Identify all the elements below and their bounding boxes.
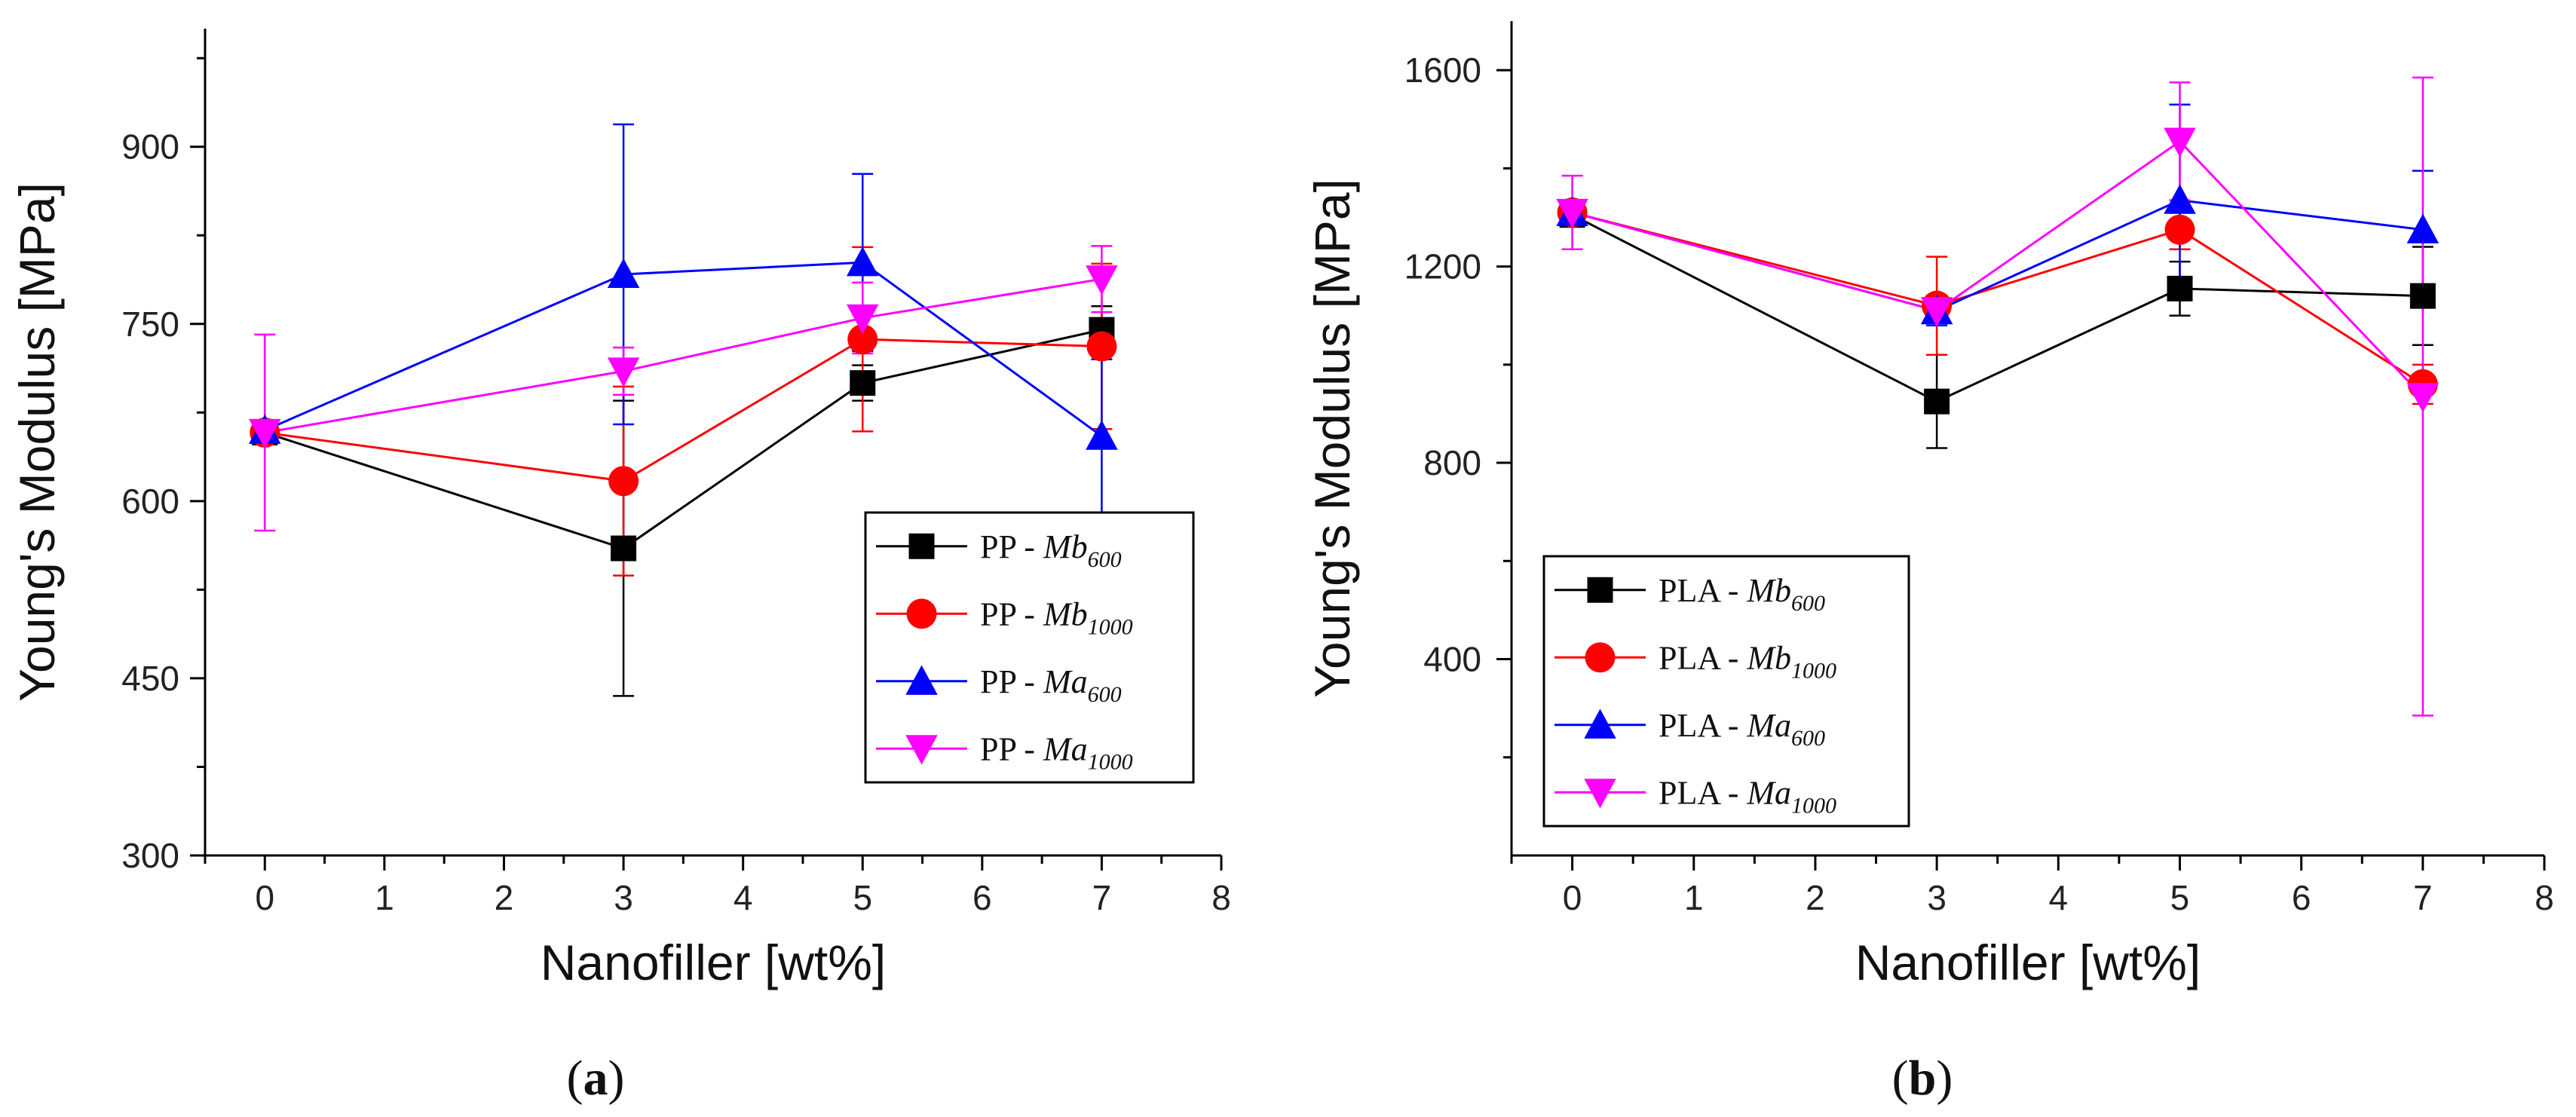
x-axis-title: Nanofiller [wt%]	[1855, 935, 2201, 990]
legend-marker	[906, 598, 937, 629]
x-tick-label: 3	[614, 878, 633, 917]
data-point	[611, 535, 637, 562]
x-tick-label: 6	[973, 878, 992, 917]
series-line	[1571, 213, 2423, 403]
legend-marker	[905, 665, 938, 695]
legend-label: PLA - Ma600	[1659, 707, 1825, 751]
legend-label: PLA - Mb1000	[1659, 639, 1836, 683]
data-point	[1086, 420, 1118, 450]
legend: PP - Mb600 PP - Mb1000 PP - Ma600 PP - Ma10…	[864, 511, 1195, 784]
series-line	[1572, 211, 2424, 386]
legend-marker	[908, 533, 935, 559]
y-tick-label: 800	[1423, 443, 1481, 482]
y-tick-label: 450	[121, 659, 179, 698]
data-point	[1924, 388, 1950, 415]
data-point	[1086, 331, 1117, 362]
chart-panel-b: 0 1 2 3 4 5 6 7 8 400 800 1200 1600 Nanofiller [wt%] Y…	[1304, 21, 2554, 1106]
data-point	[608, 466, 639, 497]
data-point	[607, 357, 640, 387]
x-tick-label: 5	[2170, 878, 2190, 917]
y-tick-label: 1200	[1404, 247, 1481, 286]
x-tick-label: 7	[1092, 878, 1112, 917]
chart-panel-a: 0 1 2 3 4 5 6 7 8 300 450 600 750 900 Nanofiller [wt%]…	[9, 29, 1231, 1106]
x-tick-label: 0	[255, 878, 274, 917]
series-line	[1572, 139, 2424, 398]
data-point	[2406, 213, 2440, 243]
series-line	[264, 329, 1102, 550]
legend: PLA - Mb600 PLA - Mb1000 PLA - Ma600 PLA - …	[1542, 555, 1910, 828]
data-point	[846, 304, 879, 335]
legend-marker	[1587, 577, 1613, 603]
series-line	[1572, 199, 2424, 312]
y-tick-label: 900	[121, 127, 179, 167]
x-tick-label: 1	[1684, 878, 1704, 917]
series-3	[254, 245, 1113, 532]
panel-caption: (a)	[567, 1051, 625, 1106]
x-tick-label: 6	[2292, 878, 2311, 917]
data-point	[2409, 283, 2436, 309]
data-point	[2164, 184, 2196, 214]
y-tick-label: 600	[121, 482, 179, 521]
legend-label: PLA - Mb600	[1659, 572, 1825, 616]
series-line	[264, 261, 1103, 437]
data-point	[1920, 297, 1953, 327]
x-tick-label: 8	[2535, 878, 2554, 917]
x-tick-label: 0	[1563, 878, 1582, 917]
series-2	[264, 123, 1113, 514]
x-tick-label: 2	[495, 878, 514, 917]
legend-marker	[1585, 642, 1616, 673]
panel-caption: (b)	[1892, 1051, 1953, 1106]
x-tick-label: 4	[734, 878, 753, 917]
series-line	[265, 277, 1102, 434]
x-tick-label: 4	[2048, 878, 2068, 917]
data-point	[1086, 265, 1118, 295]
legend-marker	[1584, 779, 1616, 809]
x-tick-label: 1	[375, 878, 394, 917]
data-point	[1556, 198, 1588, 229]
y-tick-label: 400	[1423, 640, 1481, 679]
y-tick-label: 300	[121, 836, 179, 875]
y-axis-title: Young's Modulus [MPa]	[9, 182, 65, 702]
legend-label: PP - Ma1000	[980, 730, 1133, 774]
data-point	[847, 324, 878, 355]
data-point	[850, 370, 876, 396]
data-point	[2164, 127, 2196, 158]
y-tick-label: 1600	[1404, 50, 1481, 90]
data-point	[2164, 214, 2195, 245]
data-point	[249, 418, 281, 449]
x-tick-label: 7	[2413, 878, 2433, 917]
y-tick-label: 750	[121, 304, 179, 344]
x-axis-title: Nanofiller [wt%]	[541, 935, 887, 990]
series-markers-1	[1557, 197, 2438, 399]
legend-label: PP - Mb600	[980, 528, 1122, 572]
series-markers-3	[1556, 127, 2440, 413]
data-point	[2167, 275, 2193, 301]
series-markers-3	[249, 265, 1118, 449]
data-point	[607, 258, 640, 289]
legend-marker	[905, 735, 938, 765]
x-tick-label: 2	[1806, 878, 1825, 917]
series-markers-2	[1556, 184, 2440, 325]
legend-label: PP - Ma600	[980, 663, 1122, 707]
series-markers-2	[249, 246, 1118, 450]
series-line	[265, 338, 1102, 482]
x-tick-label: 8	[1211, 878, 1231, 917]
data-point	[846, 246, 879, 277]
data-point	[2406, 383, 2440, 413]
legend-marker	[1584, 708, 1616, 739]
y-axis-title: Young's Modulus [MPa]	[1304, 179, 1360, 698]
x-tick-label: 3	[1927, 878, 1947, 917]
x-tick-label: 5	[853, 878, 872, 917]
legend-label: PP - Mb1000	[980, 595, 1133, 639]
legend-label: PLA - Ma1000	[1659, 774, 1836, 818]
